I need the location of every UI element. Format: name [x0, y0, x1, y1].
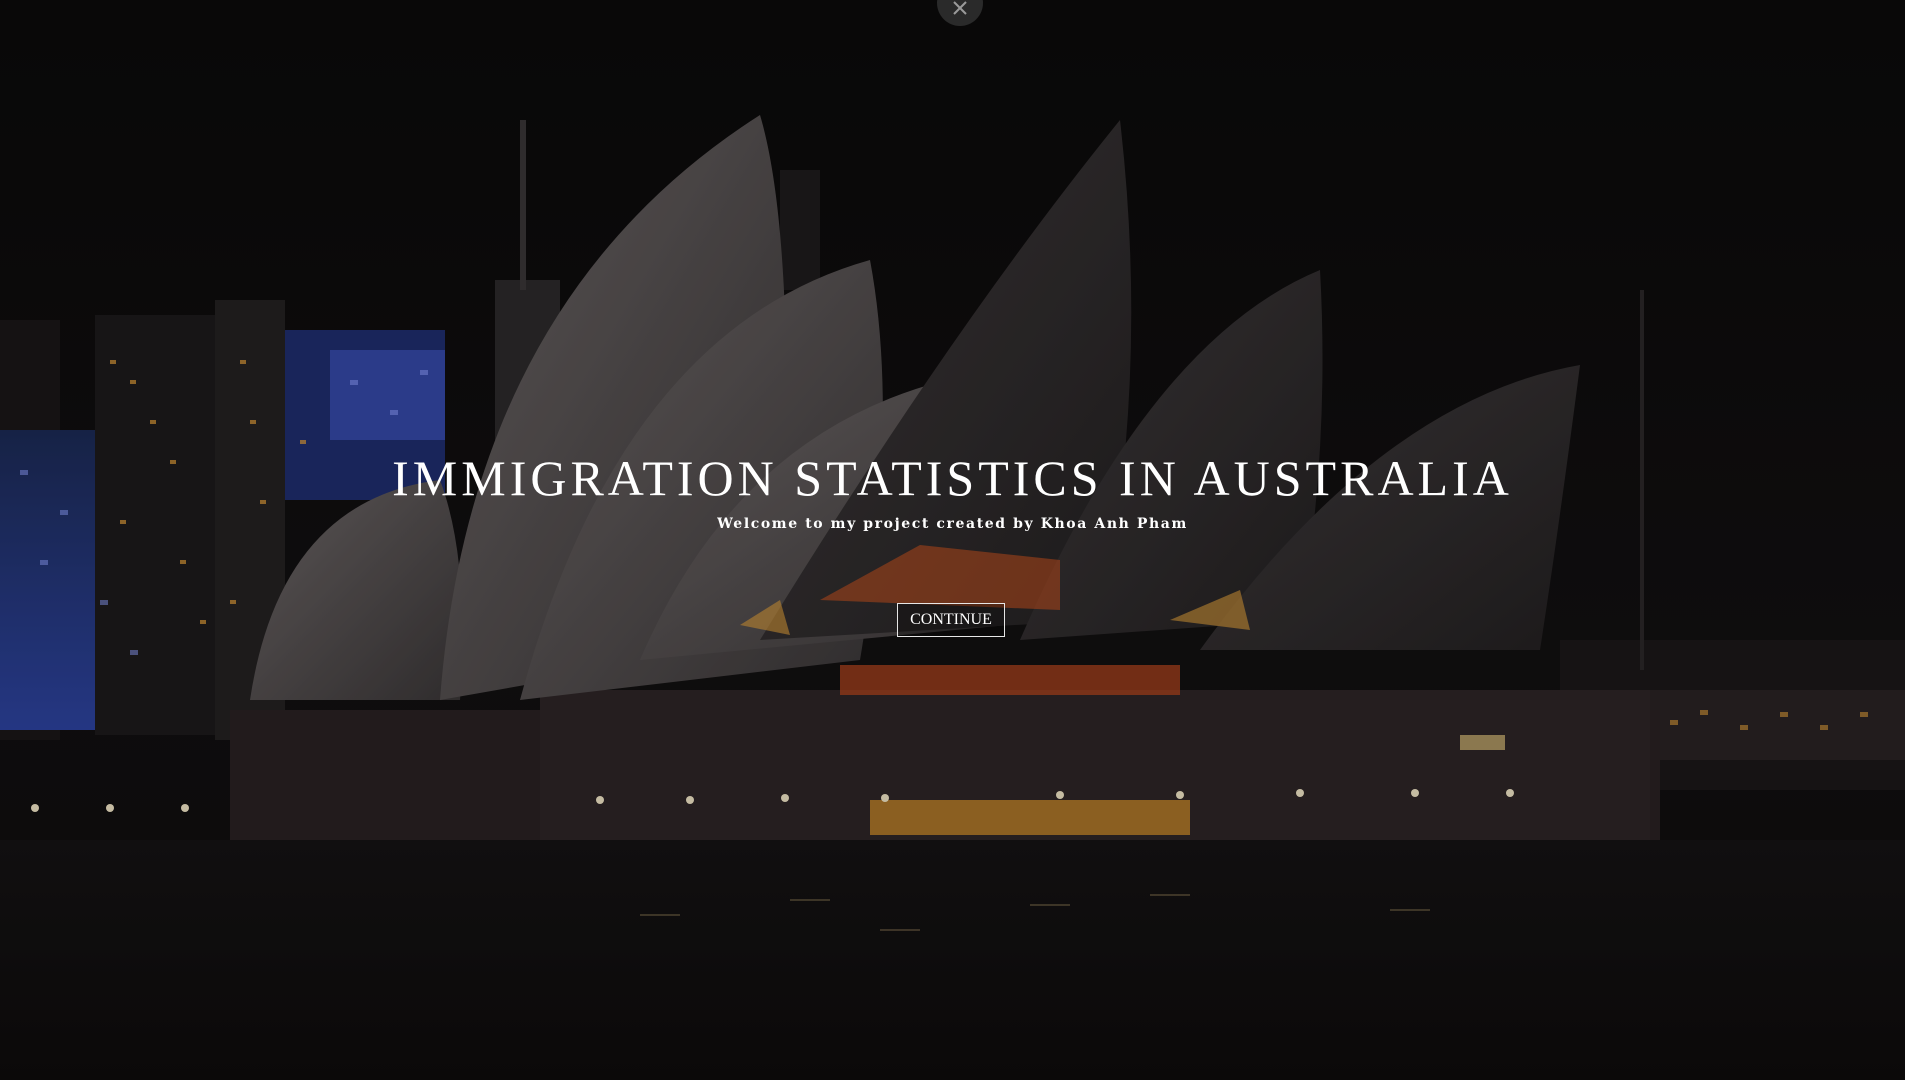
opera-house	[230, 115, 1660, 840]
page-subtitle: Welcome to my project created by Khoa An…	[717, 516, 1188, 532]
promenade-lights	[31, 789, 1514, 812]
close-icon	[953, 1, 967, 15]
page-title: IMMIGRATION STATISTICS IN AUSTRALIA	[392, 450, 1513, 506]
hero-section: IMMIGRATION STATISTICS IN AUSTRALIA Welc…	[0, 448, 1905, 532]
continue-button[interactable]: CONTINUE	[897, 603, 1005, 637]
